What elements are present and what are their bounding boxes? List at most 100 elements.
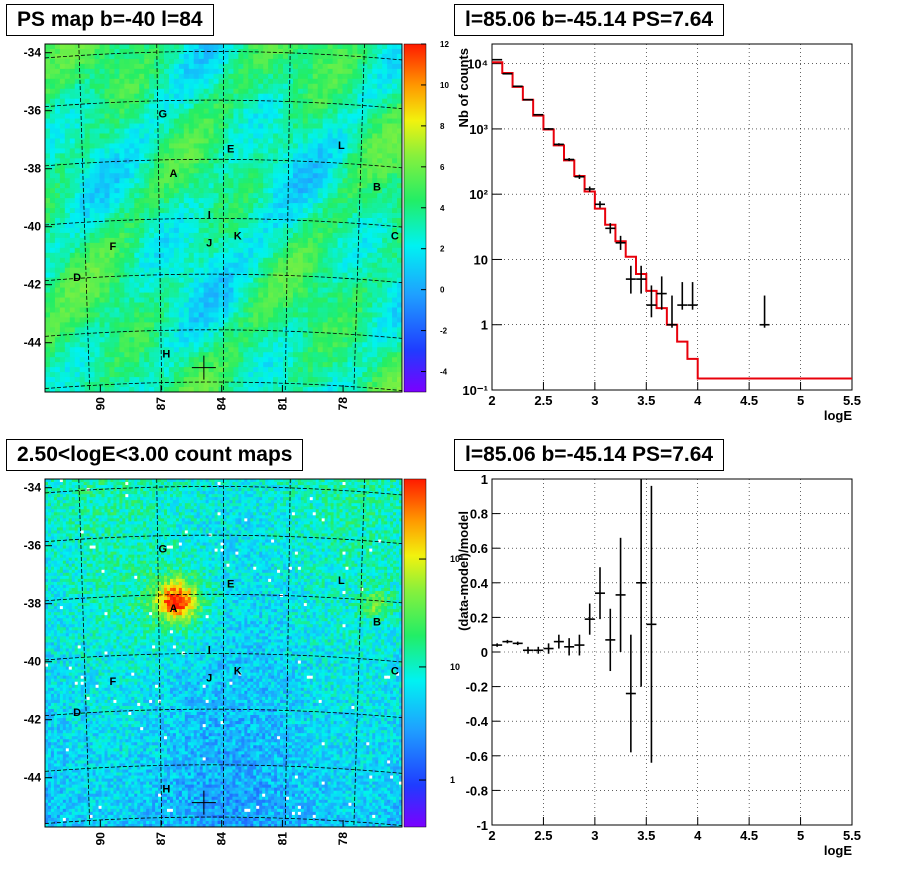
x-tick-label: 84 <box>215 832 229 846</box>
y-tick-label: -0.2 <box>466 680 488 695</box>
data-point <box>564 158 575 162</box>
source-labels: G E L A B I F J K C D H <box>73 109 399 361</box>
x-tick-label: 5 <box>797 393 804 408</box>
y-tick-label: -0.4 <box>466 714 489 729</box>
data-point <box>656 276 667 310</box>
data-point <box>584 186 595 192</box>
residual-point <box>636 479 647 687</box>
graticule-longitude <box>284 478 291 828</box>
spectrum-title: l=85.06 b=-45.14 PS=7.64 <box>454 4 725 36</box>
x-tick-label: 81 <box>275 397 289 411</box>
source-label: G <box>159 544 168 556</box>
data-point <box>543 128 554 130</box>
y-tick-label: 10³ <box>469 122 488 137</box>
x-tick-label: 2 <box>488 828 495 843</box>
y-tick-label: -36 <box>24 539 42 553</box>
y-tick-label: -42 <box>24 713 42 727</box>
source-label: F <box>109 676 116 688</box>
data-point <box>625 265 636 294</box>
data-point <box>512 85 523 88</box>
y-tick-label: -38 <box>24 162 42 176</box>
colorbar-tick-label: 10 <box>440 81 449 90</box>
source-label: F <box>109 241 116 253</box>
graticule-longitude <box>78 43 91 393</box>
map-graticule <box>44 478 403 828</box>
y-tick-label: 10 <box>474 252 488 267</box>
colorbar-tick-label: 10² <box>450 554 463 564</box>
colorbar-tick-label: 4 <box>440 204 445 213</box>
source-label: H <box>162 349 170 361</box>
y-tick-label: 10⁴ <box>467 57 488 72</box>
source-label: C <box>391 230 399 242</box>
source-label: B <box>373 617 381 629</box>
y-axis-label: Nb of counts <box>456 48 471 127</box>
residuals-grid <box>491 478 853 826</box>
x-tick-label: 3 <box>591 393 598 408</box>
count-map-title: 2.50<logE<3.00 count maps <box>6 439 304 471</box>
x-tick-label: 2 <box>488 393 495 408</box>
x-tick-label: 4 <box>694 393 702 408</box>
residual-point <box>533 646 544 654</box>
y-tick-label: 1 <box>481 472 488 487</box>
x-tick-label: 5.5 <box>843 828 861 843</box>
y-tick-label: -36 <box>24 104 42 118</box>
data-point <box>523 98 533 101</box>
position-cross-marker <box>191 355 216 380</box>
source-label: I <box>208 645 211 657</box>
y-tick-label: 0.6 <box>470 541 488 556</box>
residual-point <box>584 603 595 635</box>
data-point <box>502 72 513 75</box>
source-label: D <box>73 272 81 284</box>
model-histogram <box>492 61 852 380</box>
graticule-longitude <box>156 478 163 828</box>
residuals-title: l=85.06 b=-45.14 PS=7.64 <box>454 439 725 471</box>
x-tick-label: 78 <box>336 397 350 411</box>
colorbar-tick-label: 0 <box>440 286 445 295</box>
colorbar-tick-label: 2 <box>440 245 445 254</box>
source-label: A <box>170 603 178 615</box>
x-tick-label: 2.5 <box>534 828 552 843</box>
residual-point <box>564 638 575 656</box>
x-tick-label: 5.5 <box>843 393 861 408</box>
map-graticule <box>44 43 403 393</box>
x-tick-label: 90 <box>93 397 107 411</box>
source-labels: G E L A B I F J K C D H <box>73 544 399 796</box>
graticule-longitude <box>284 43 291 393</box>
x-axis-label: logE <box>824 408 852 423</box>
residual-point <box>574 634 585 656</box>
x-tick-label: 90 <box>93 832 107 846</box>
x-tick-label: 4.5 <box>740 828 758 843</box>
map-frame <box>44 43 403 393</box>
data-point <box>574 174 585 179</box>
y-tick-label: 0.8 <box>470 507 488 522</box>
colorbar-tick-label: 1 <box>450 775 455 785</box>
data-point <box>646 285 657 318</box>
residual-point <box>502 639 513 644</box>
graticule-longitude <box>78 478 91 828</box>
x-tick-label: 3.5 <box>637 828 655 843</box>
source-label: K <box>234 665 242 677</box>
colorbar-tick-label: -4 <box>440 368 448 377</box>
graticule-longitude <box>353 478 365 828</box>
data-point <box>759 295 770 328</box>
source-label: B <box>373 182 381 194</box>
y-tick-label: -34 <box>24 481 42 495</box>
y-tick-label: -38 <box>24 597 42 611</box>
y-tick-label: -40 <box>24 655 42 669</box>
y-tick-label: 0.2 <box>470 610 488 625</box>
residual-point <box>615 537 626 652</box>
y-tick-label: -42 <box>24 278 42 292</box>
residual-point <box>553 634 564 649</box>
data-point <box>687 282 698 310</box>
x-tick-label: 2.5 <box>534 393 552 408</box>
colorbar-tick-label: 6 <box>440 163 445 172</box>
y-tick-label: 10⁻¹ <box>462 383 488 398</box>
source-label: D <box>73 707 81 719</box>
data-point <box>533 113 544 116</box>
source-label: E <box>227 143 234 155</box>
spectrum-grid <box>491 44 853 390</box>
data-point <box>636 265 647 294</box>
residual-point <box>492 643 503 647</box>
x-tick-label: 3.5 <box>637 393 655 408</box>
y-tick-label: -1 <box>476 818 488 833</box>
